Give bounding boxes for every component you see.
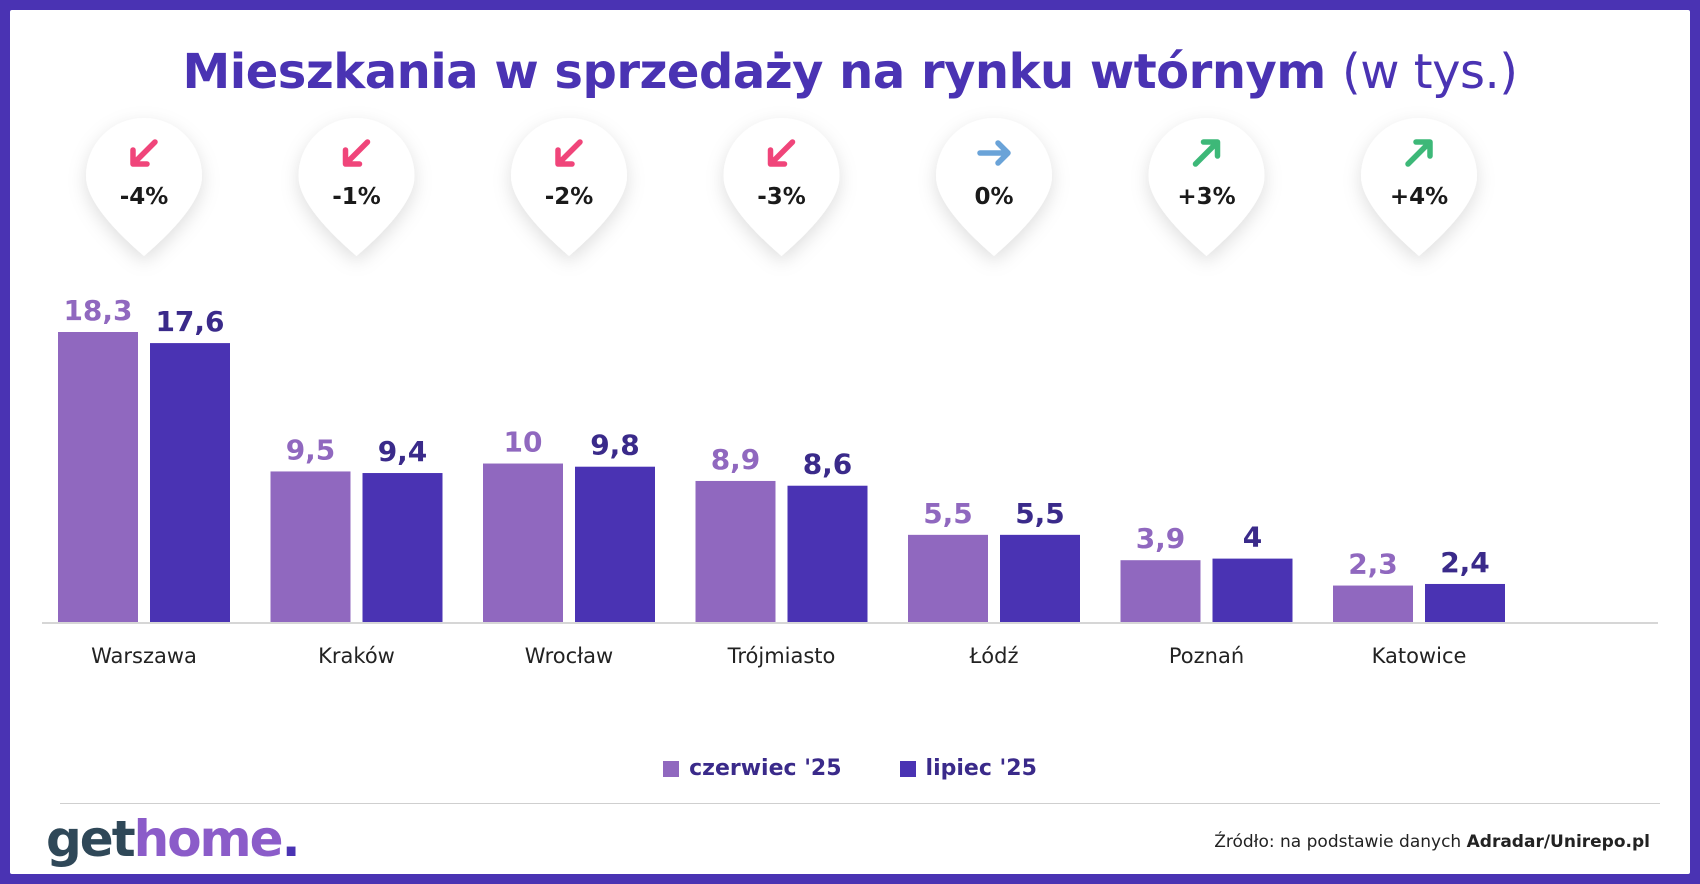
bar-poznan-czerwiec: [1120, 560, 1201, 622]
source-name: Adradar/Unirepo.pl: [1466, 832, 1650, 852]
change-value-katowice: +4%: [1390, 184, 1448, 210]
value-label-krakow-czerwiec: 9,5: [286, 433, 336, 466]
bar-katowice-czerwiec: [1333, 585, 1413, 622]
arrow-down-left-icon: [130, 139, 158, 167]
arrow-down-left-icon: [767, 139, 796, 167]
value-label-wroclaw-lipiec: 9,8: [590, 429, 640, 462]
arrow-right-icon: [977, 140, 1011, 166]
change-value-krakow: -1%: [332, 184, 381, 210]
bar-lodz-czerwiec: [908, 534, 988, 622]
change-badge-shape: [936, 118, 1052, 256]
change-badge-shape: [1148, 117, 1265, 256]
category-label-wroclaw: Wrocław: [525, 644, 613, 668]
change-badge-trojmiasto: -3%: [723, 117, 840, 256]
bar-katowice-lipiec: [1425, 583, 1505, 622]
legend-label-czerwiec: czerwiec '25: [689, 756, 842, 781]
logo-get: get: [46, 810, 136, 868]
change-badge-wroclaw: -2%: [511, 118, 627, 256]
bar-trojmiasto-czerwiec: [695, 480, 776, 622]
bar-krakow-czerwiec: [270, 471, 351, 622]
bar-warszawa-lipiec: [150, 343, 230, 622]
value-label-katowice-czerwiec: 2,3: [1348, 548, 1398, 581]
legend: czerwiec '25 lipiec '25: [10, 756, 1690, 781]
category-label-krakow: Kraków: [318, 644, 395, 668]
change-value-warszawa: -4%: [120, 184, 169, 210]
category-label-katowice: Katowice: [1372, 644, 1467, 668]
chart-title-main: Mieszkania w sprzedaży na rynku wtórnym: [182, 44, 1327, 100]
value-label-trojmiasto-lipiec: 8,6: [803, 448, 853, 481]
change-badge-lodz: 0%: [936, 118, 1052, 256]
arrow-up-right-icon: [1405, 139, 1433, 167]
change-badge-poznan: +3%: [1148, 117, 1265, 256]
change-value-lodz: 0%: [974, 184, 1013, 210]
change-badge-shape: [298, 117, 415, 256]
legend-swatch-czerwiec: [663, 760, 680, 777]
change-value-wroclaw: -2%: [545, 184, 594, 210]
bar-krakow-lipiec: [362, 473, 443, 622]
value-label-katowice-lipiec: 2,4: [1440, 546, 1490, 579]
bar-wroclaw-lipiec: [575, 466, 655, 622]
value-label-lodz-lipiec: 5,5: [1015, 497, 1065, 530]
legend-swatch-lipiec: [899, 760, 916, 777]
change-value-trojmiasto: -3%: [757, 184, 806, 210]
arrow-down-left-icon: [342, 139, 371, 167]
change-badge-shape: [86, 118, 202, 256]
change-badge-krakow: -1%: [298, 117, 415, 256]
bar-lodz-lipiec: [1000, 534, 1080, 622]
change-badge-warszawa: -4%: [86, 118, 202, 256]
footer-divider: [60, 803, 1660, 804]
chart-frame: Mieszkania w sprzedaży na rynku wtórnym …: [10, 10, 1690, 874]
value-label-warszawa-lipiec: 17,6: [155, 305, 224, 338]
value-label-warszawa-czerwiec: 18,3: [63, 294, 132, 327]
logo-dot: .: [281, 810, 301, 868]
legend-item-czerwiec: czerwiec '25: [663, 756, 842, 781]
change-badge-shape: [511, 118, 627, 256]
arrow-up-right-icon: [1192, 139, 1221, 167]
chart-title: Mieszkania w sprzedaży na rynku wtórnym …: [10, 44, 1690, 100]
bar-wroclaw-czerwiec: [483, 463, 563, 622]
value-label-wroclaw-czerwiec: 10: [504, 426, 543, 459]
source-note: Źródło: na podstawie danych Adradar/Unir…: [1214, 832, 1650, 852]
bar-trojmiasto-lipiec: [787, 485, 868, 622]
category-label-warszawa: Warszawa: [91, 644, 197, 668]
change-badge-shape: [1361, 118, 1477, 256]
change-badge-shape: [723, 117, 840, 256]
change-badge-katowice: +4%: [1361, 118, 1477, 256]
value-label-poznan-lipiec: 4: [1243, 521, 1262, 554]
source-prefix: Źródło: na podstawie danych: [1214, 832, 1467, 852]
value-label-trojmiasto-czerwiec: 8,9: [711, 443, 761, 476]
chart-plot: -4% -1% -2% -3% 0% +3% +4% 18,3 17,6 9,5 9,4 10 9,8…: [42, 117, 1658, 668]
value-label-poznan-czerwiec: 3,9: [1136, 522, 1186, 555]
chart-title-unit: (w tys.): [1342, 44, 1518, 100]
legend-label-lipiec: lipiec '25: [925, 756, 1037, 781]
arrow-down-left-icon: [555, 139, 583, 167]
bar-warszawa-czerwiec: [58, 332, 138, 622]
legend-item-lipiec: lipiec '25: [899, 756, 1037, 781]
logo-home: home: [133, 810, 284, 868]
bar-poznan-lipiec: [1212, 558, 1293, 622]
category-label-poznan: Poznań: [1169, 644, 1244, 668]
category-label-lodz: Łódź: [968, 644, 1018, 668]
change-value-poznan: +3%: [1177, 184, 1235, 210]
category-label-trojmiasto: Trójmiasto: [727, 644, 836, 668]
gethome-logo: gethome.: [46, 810, 301, 868]
value-label-lodz-czerwiec: 5,5: [923, 497, 973, 530]
value-label-krakow-lipiec: 9,4: [378, 435, 428, 468]
